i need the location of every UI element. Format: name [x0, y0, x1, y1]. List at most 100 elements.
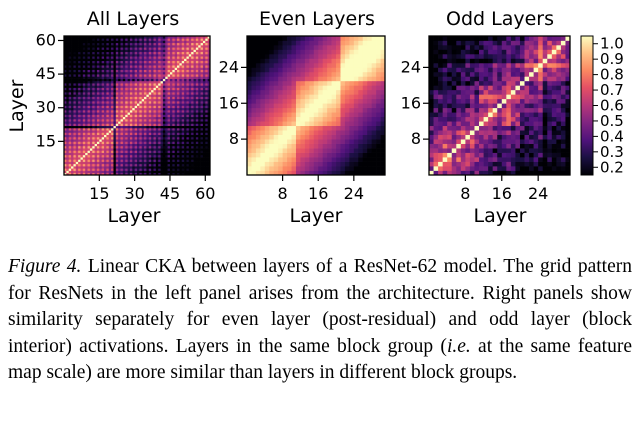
- heatmap-cell: [198, 101, 201, 104]
- heatmap-cell: [125, 51, 128, 55]
- heatmap-cell: [174, 101, 178, 104]
- heatmap-cell: [146, 109, 150, 113]
- heatmap-cell: [340, 89, 346, 95]
- heatmap-cell: [118, 123, 121, 127]
- heatmap-cell: [141, 136, 145, 140]
- heatmap-cell: [80, 121, 84, 124]
- heatmap-cell: [318, 130, 324, 135]
- heatmap-cell: [104, 123, 107, 127]
- heatmap-cell: [207, 78, 211, 82]
- heatmap-cell: [247, 148, 252, 153]
- heatmap-cell: [137, 172, 140, 176]
- heatmap-cell: [96, 47, 100, 50]
- heatmap-cell: [273, 157, 279, 162]
- heatmap-cell: [80, 96, 84, 100]
- heatmap-cell: [106, 58, 110, 62]
- heatmap-cell: [349, 103, 355, 109]
- heatmap-cell: [158, 38, 161, 41]
- heatmap-cell: [304, 40, 310, 46]
- heatmap-cell: [198, 76, 201, 79]
- heatmap-cell: [101, 109, 105, 113]
- heatmap-cell: [139, 78, 143, 82]
- heatmap-cell: [191, 76, 194, 79]
- heatmap-cell: [184, 107, 187, 111]
- heatmap-cell: [169, 69, 173, 73]
- heatmap-cell: [96, 157, 100, 160]
- heatmap-cell: [146, 101, 150, 104]
- heatmap-cell: [358, 71, 364, 77]
- heatmap-cell: [113, 74, 117, 77]
- heatmap-cell: [151, 116, 154, 120]
- heatmap-cell: [165, 134, 168, 138]
- heatmap-cell: [71, 89, 74, 93]
- heatmap-cell: [179, 44, 183, 48]
- heatmap-cell: [71, 112, 74, 115]
- heatmap-cell: [118, 168, 121, 171]
- heatmap-cell: [68, 83, 72, 86]
- heatmap-cell: [87, 56, 91, 59]
- heatmap-cell: [144, 159, 147, 162]
- heatmap-cell: [139, 161, 143, 165]
- heatmap-cell: [174, 112, 178, 115]
- heatmap-cell: [195, 118, 199, 122]
- heatmap-cell: [106, 94, 110, 97]
- heatmap-cell: [75, 123, 79, 127]
- heatmap-cell: [132, 168, 135, 171]
- heatmap-cell: [172, 148, 176, 151]
- heatmap-cell: [195, 40, 199, 44]
- heatmap-cell: [137, 123, 140, 127]
- heatmap-cell: [179, 116, 183, 120]
- heatmap-cell: [113, 38, 117, 41]
- heatmap-cell: [120, 157, 124, 160]
- heatmap-cell: [179, 94, 183, 97]
- heatmap-cell: [200, 161, 204, 165]
- heatmap-cell: [160, 130, 164, 133]
- heatmap-cell: [87, 80, 91, 84]
- heatmap-cell: [282, 40, 288, 46]
- heatmap-cell: [358, 125, 364, 131]
- heatmap-cell: [85, 123, 88, 127]
- heatmap-cell: [291, 80, 297, 86]
- heatmap-cell: [144, 71, 147, 75]
- heatmap-cell: [127, 74, 131, 77]
- heatmap-cell: [340, 170, 346, 176]
- heatmap-cell: [64, 107, 67, 111]
- heatmap-cell: [255, 116, 261, 122]
- heatmap-cell: [291, 134, 297, 140]
- heatmap-cell: [506, 152, 512, 158]
- heatmap-cell: [148, 159, 152, 162]
- heatmap-cell: [99, 132, 103, 135]
- heatmap-cell: [160, 98, 164, 102]
- heatmap-cell: [200, 38, 204, 41]
- heatmap-cell: [191, 80, 194, 84]
- heatmap-cell: [158, 42, 161, 46]
- heatmap-cell: [68, 152, 72, 156]
- heatmap-cell: [87, 163, 91, 167]
- heatmap-cell: [322, 152, 328, 158]
- heatmap-cell: [198, 136, 201, 140]
- heatmap-cell: [111, 130, 114, 133]
- heatmap-cell: [179, 49, 183, 53]
- heatmap-cell: [99, 139, 103, 142]
- heatmap-cell: [120, 152, 124, 156]
- heatmap-cell: [80, 47, 84, 50]
- heatmap-cell: [318, 116, 324, 122]
- heatmap-cell: [318, 107, 324, 113]
- heatmap-cell: [205, 161, 208, 165]
- heatmap-cell: [127, 78, 131, 82]
- heatmap-cell: [132, 96, 135, 100]
- heatmap-cell: [78, 105, 81, 109]
- heatmap-cell: [132, 44, 135, 48]
- heatmap-cell: [148, 87, 152, 91]
- heatmap-cell: [353, 134, 359, 140]
- heatmap-cell: [101, 116, 105, 120]
- heatmap-cell: [327, 112, 332, 118]
- heatmap-cell: [177, 40, 180, 44]
- heatmap-cell: [358, 36, 364, 41]
- heatmap-cell: [179, 80, 183, 84]
- heatmap-cell: [300, 67, 306, 73]
- heatmap-cell: [300, 170, 306, 176]
- heatmap-cell: [193, 136, 197, 140]
- heatmap-cell: [172, 114, 176, 118]
- heatmap-cell: [184, 114, 187, 118]
